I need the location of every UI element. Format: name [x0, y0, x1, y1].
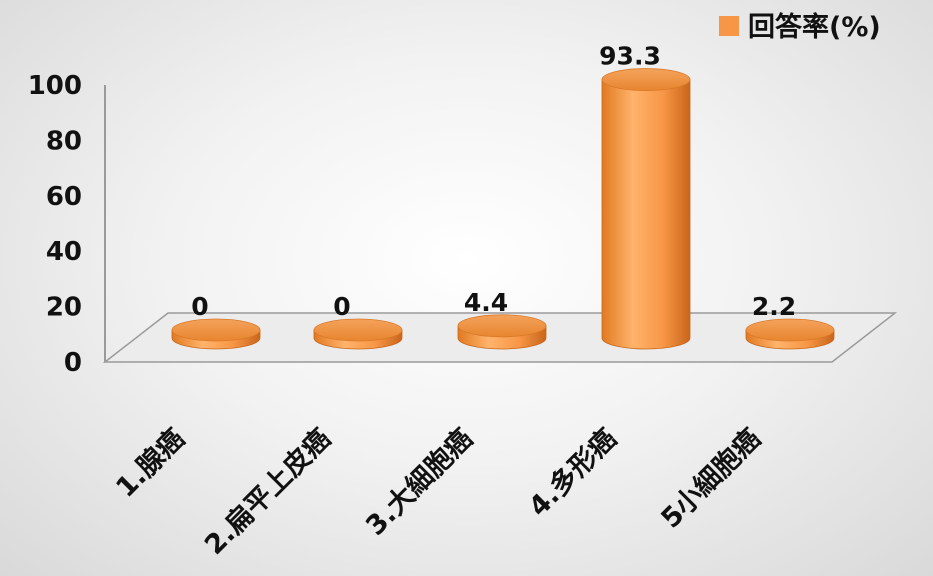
data-label-5: 2.2 — [752, 292, 796, 321]
bar-2 — [313, 318, 403, 350]
bar-4-side — [601, 79, 691, 350]
x-tick-label-1: 1.腺癌 — [110, 422, 191, 503]
x-tick-label-2: 2.扁平上皮癌 — [198, 422, 337, 561]
x-axis: 1.腺癌 2.扁平上皮癌 3.大細胞癌 4.多形癌 5小細胞癌 — [110, 422, 767, 561]
legend-swatch — [719, 16, 739, 36]
bar-4 — [601, 68, 691, 350]
bar-4-top — [601, 68, 691, 91]
y-tick-label-80: 80 — [46, 126, 82, 156]
data-label-2: 0 — [333, 292, 350, 321]
bar-5 — [745, 318, 835, 350]
x-tick-label-5: 5小細胞癌 — [655, 422, 767, 534]
data-labels: 0 0 4.4 93.3 2.2 — [191, 42, 796, 321]
x-tick-label-4: 4.多形癌 — [523, 422, 623, 522]
y-tick-label-20: 20 — [46, 293, 82, 323]
bar-5-top — [745, 318, 835, 342]
y-tick-label-60: 60 — [46, 182, 82, 212]
bar-1-top — [171, 318, 261, 342]
bar-3-top — [457, 314, 547, 338]
y-axis: 0 20 40 60 80 100 — [28, 71, 82, 378]
bar-1 — [171, 318, 261, 350]
y-tick-label-0: 0 — [64, 348, 82, 378]
data-label-4: 93.3 — [599, 42, 661, 71]
bars — [171, 68, 835, 350]
x-tick-label-3: 3.大細胞癌 — [359, 422, 479, 542]
legend-label: 回答率(%) — [748, 11, 881, 43]
bar-3 — [457, 314, 547, 350]
legend: 回答率(%) — [719, 11, 881, 43]
data-label-3: 4.4 — [464, 288, 508, 317]
y-tick-label-40: 40 — [46, 237, 82, 267]
y-tick-label-100: 100 — [28, 71, 82, 101]
bar-2-top — [313, 318, 403, 342]
data-label-1: 0 — [191, 292, 208, 321]
